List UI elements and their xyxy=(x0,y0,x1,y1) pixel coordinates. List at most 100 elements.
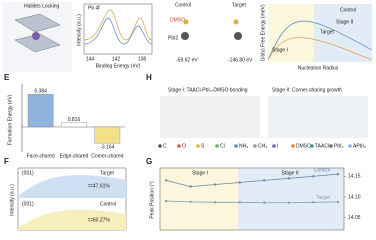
legend-swatch xyxy=(291,144,295,148)
point xyxy=(287,177,291,180)
y2-tick-label: 14.05 xyxy=(348,215,361,221)
atom xyxy=(181,32,189,40)
label: Control xyxy=(175,2,191,8)
legend-label: NH₃ xyxy=(239,143,248,149)
panel-c-y-label: Intensity (a.u.) xyxy=(76,14,82,46)
label: Target xyxy=(232,2,247,8)
legend-label: DMSO xyxy=(296,143,311,149)
y-label: Intensity (a.u.) xyxy=(9,184,15,216)
stage-title: Stage I: TAACl-PbI₂-DMSO bonding xyxy=(168,87,248,93)
panel-letter: H xyxy=(146,73,152,82)
point xyxy=(263,201,266,204)
category-label: Corner-shared xyxy=(91,153,123,159)
point xyxy=(238,201,241,204)
atom xyxy=(234,32,242,40)
legend-swatch xyxy=(215,144,219,148)
point xyxy=(213,183,217,186)
legend-label: TAACl xyxy=(315,143,329,149)
stage-bg xyxy=(314,4,372,62)
series-label: Target xyxy=(100,170,115,176)
energy: -59.62 eV xyxy=(176,57,198,63)
value-label: 0.816 xyxy=(68,117,81,123)
y-label: Peak Position (°) xyxy=(149,181,155,219)
point xyxy=(164,179,168,182)
structure xyxy=(268,96,368,138)
legend-swatch xyxy=(253,144,257,148)
point xyxy=(189,200,192,204)
series-label: Control xyxy=(100,201,116,207)
energy: -146.80 eV xyxy=(228,57,253,63)
frame xyxy=(159,167,345,231)
series-label: Target xyxy=(316,195,331,201)
bar xyxy=(61,122,87,128)
legend-swatch xyxy=(234,144,238,148)
atom xyxy=(233,19,239,25)
panel-letter: G xyxy=(146,157,152,166)
legend-swatch xyxy=(348,144,352,148)
crystal xyxy=(14,13,61,33)
point xyxy=(287,201,291,204)
panel-c-x-label: Binding Energy (eV) xyxy=(96,63,141,69)
stage-bg xyxy=(268,4,314,62)
atom xyxy=(32,32,40,40)
legend-label: I xyxy=(277,143,278,149)
point xyxy=(164,199,168,203)
curve-label: Target xyxy=(320,29,335,35)
stage-label: Stage I xyxy=(192,170,208,176)
stage-bg xyxy=(160,168,238,230)
line xyxy=(165,200,339,204)
category-label: Edge-shared xyxy=(60,153,89,159)
area xyxy=(18,175,126,198)
value-label: 6.384 xyxy=(34,89,47,95)
point xyxy=(238,181,241,184)
y-label: Gibbs Free Energy (meV) xyxy=(260,4,266,61)
x-label: Nucleation Radius xyxy=(298,65,339,71)
point xyxy=(263,179,266,182)
legend-swatch xyxy=(196,144,200,148)
panel-letter: F xyxy=(4,157,9,166)
legend-label: PbI₂ xyxy=(334,143,344,149)
y2-tick-label: 14.15 xyxy=(348,174,361,180)
panel-c-label: Pb 4f xyxy=(88,5,100,11)
point xyxy=(189,185,192,188)
ratio: τ=60.27% xyxy=(88,217,110,223)
line xyxy=(165,173,339,188)
series-label: Control xyxy=(314,168,330,174)
curve xyxy=(267,20,373,61)
stage-label: Stage I xyxy=(272,47,288,53)
structure xyxy=(160,96,260,138)
legend-label: CH₃ xyxy=(258,143,267,149)
legend-label: APbI₃ xyxy=(353,143,366,149)
xps-curve xyxy=(83,17,153,45)
stage-title: Stage II: Corner-sharing growth xyxy=(272,87,342,93)
legend-label: O xyxy=(182,143,186,149)
x-tick-label: 138 xyxy=(138,56,147,62)
stage-label: Stage II xyxy=(281,170,298,176)
crystal xyxy=(14,33,61,53)
label: DMSO xyxy=(170,17,185,23)
legend-label: S xyxy=(201,143,205,149)
point xyxy=(312,201,315,204)
legend-label: Cl xyxy=(220,143,225,149)
point xyxy=(213,201,217,204)
x-tick-label: 144 xyxy=(86,56,95,62)
point xyxy=(312,175,315,178)
atom xyxy=(183,19,189,25)
area xyxy=(18,209,126,230)
label: PbI2 xyxy=(168,35,179,41)
stage-label: Stage II xyxy=(336,19,353,25)
y2-tick-label: 14.10 xyxy=(348,194,361,200)
legend-swatch xyxy=(329,144,333,148)
category-label: Face-shared xyxy=(27,153,55,159)
bar xyxy=(27,94,54,128)
peak-label: (001) xyxy=(22,201,34,207)
curve-label: Control xyxy=(340,7,356,13)
point xyxy=(336,200,340,204)
point xyxy=(336,173,340,176)
xps-curve xyxy=(83,9,153,41)
panel-letter: E xyxy=(4,73,10,82)
value-label: -3.164 xyxy=(100,144,114,150)
y-label: Formation Energy (eV) xyxy=(7,94,13,145)
legend-swatch xyxy=(158,144,162,148)
